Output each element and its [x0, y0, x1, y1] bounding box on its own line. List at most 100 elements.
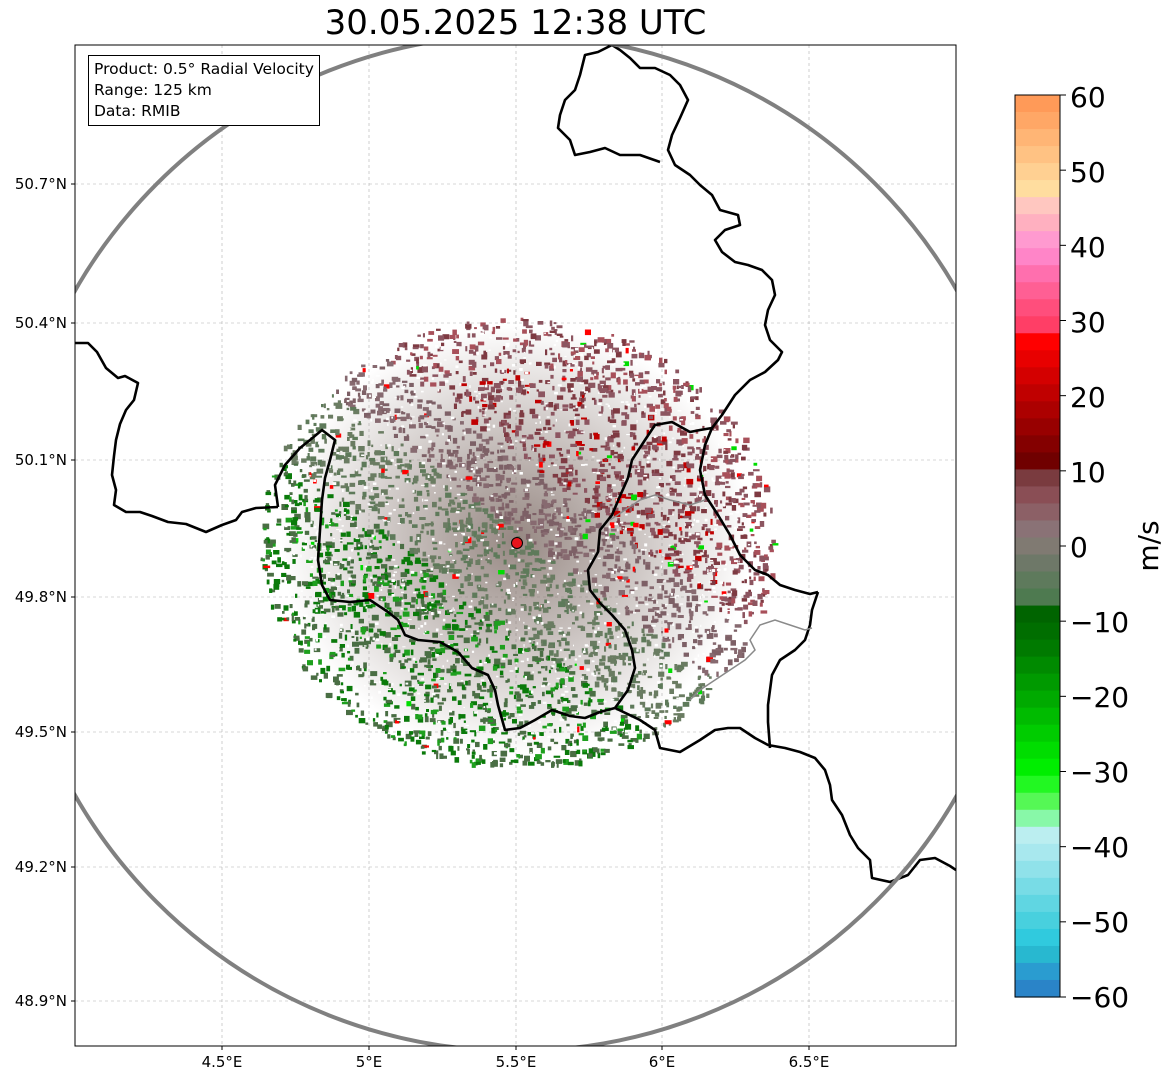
echo-pixel: [710, 417, 718, 423]
echo-pixel: [462, 410, 468, 414]
echo-pixel: [579, 666, 584, 670]
echo-pixel: [528, 589, 535, 593]
echo-pixel: [630, 407, 637, 413]
echo-pixel: [529, 329, 533, 334]
echo-gap: [641, 385, 646, 387]
echo-pixel: [422, 407, 429, 411]
echo-pixel: [543, 640, 547, 645]
echo-pixel: [338, 632, 343, 639]
echo-pixel: [714, 480, 720, 486]
echo-pixel: [331, 394, 334, 398]
echo-pixel: [363, 577, 367, 582]
echo-pixel: [378, 501, 385, 508]
echo-pixel: [522, 687, 529, 694]
echo-pixel: [625, 347, 629, 354]
echo-pixel: [515, 425, 522, 431]
echo-pixel: [367, 476, 375, 481]
echo-pixel: [653, 555, 657, 558]
echo-gap: [573, 644, 574, 647]
echo-pixel: [487, 738, 494, 745]
echo-pixel: [433, 672, 437, 679]
echo-pixel: [555, 584, 559, 589]
echo-pixel: [592, 751, 596, 757]
echo-gap: [540, 524, 544, 526]
echo-pixel: [706, 656, 713, 662]
echo-pixel: [449, 710, 455, 716]
echo-pixel: [503, 516, 511, 521]
echo-pixel: [283, 472, 286, 477]
echo-gap: [532, 575, 535, 578]
echo-gap: [444, 683, 447, 685]
echo-pixel: [432, 541, 438, 545]
echo-gap: [700, 624, 702, 627]
echo-pixel: [471, 617, 476, 620]
echo-gap: [608, 494, 611, 496]
echo-pixel: [630, 683, 636, 689]
echo-pixel: [342, 558, 348, 561]
echo-gap: [493, 737, 495, 741]
echo-gap: [437, 720, 441, 724]
echo-pixel: [575, 749, 581, 755]
echo-pixel: [265, 503, 270, 507]
echo-pixel: [537, 518, 545, 522]
colorbar-band: [1015, 197, 1060, 215]
echo-pixel: [347, 666, 352, 670]
echo-pixel: [380, 489, 388, 495]
echo-gap: [736, 518, 739, 521]
echo-pixel: [543, 483, 548, 490]
echo-gap: [628, 687, 633, 690]
echo-gap: [468, 555, 470, 557]
echo-pixel: [388, 566, 394, 570]
echo-gap: [370, 381, 374, 384]
echo-pixel: [460, 383, 467, 387]
echo-gap: [506, 588, 510, 592]
echo-pixel: [542, 454, 546, 458]
echo-pixel: [441, 596, 446, 601]
echo-pixel: [350, 440, 356, 447]
echo-pixel: [507, 678, 510, 683]
echo-pixel: [509, 439, 512, 444]
echo-pixel: [532, 645, 536, 650]
echo-pixel: [505, 680, 509, 683]
echo-pixel: [309, 544, 316, 549]
echo-pixel: [584, 345, 591, 348]
echo-pixel: [543, 439, 547, 443]
echo-gap: [703, 595, 705, 598]
echo-pixel: [347, 657, 351, 661]
echo-gap: [553, 464, 557, 467]
echo-gap: [393, 509, 396, 511]
echo-pixel: [592, 645, 600, 649]
colorbar-band: [1015, 520, 1060, 539]
echo-pixel: [493, 552, 498, 557]
echo-pixel: [460, 714, 466, 719]
echo-pixel: [337, 591, 342, 596]
echo-pixel: [593, 432, 598, 436]
echo-pixel: [691, 589, 697, 595]
echo-pixel: [383, 386, 387, 390]
echo-gap: [547, 601, 550, 604]
echo-pixel: [298, 619, 301, 625]
echo-pixel: [677, 508, 685, 514]
echo-pixel: [473, 396, 476, 401]
echo-pixel: [708, 565, 714, 569]
echo-pixel: [455, 463, 458, 468]
echo-pixel: [343, 544, 348, 551]
echo-pixel: [580, 587, 585, 593]
echo-gap: [597, 402, 602, 406]
echo-pixel: [481, 354, 488, 360]
echo-pixel: [545, 760, 551, 763]
echo-gap: [424, 630, 427, 633]
echo-gap: [470, 633, 474, 636]
echo-pixel: [676, 492, 682, 497]
colorbar-band: [1015, 112, 1060, 130]
echo-pixel: [637, 716, 641, 719]
echo-gap: [564, 355, 567, 357]
echo-pixel: [607, 668, 612, 672]
echo-gap: [679, 603, 684, 605]
echo-pixel: [549, 650, 554, 656]
echo-gap: [700, 493, 703, 496]
echo-pixel: [347, 589, 350, 594]
echo-pixel: [700, 695, 706, 701]
echo-gap: [401, 584, 406, 587]
echo-gap: [443, 359, 447, 361]
